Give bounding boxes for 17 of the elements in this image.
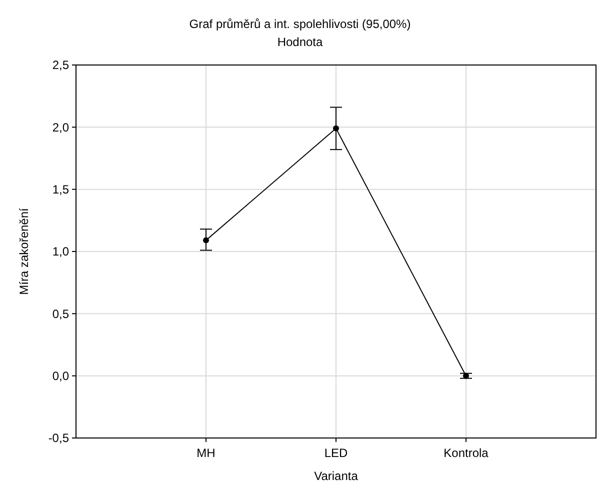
point bbox=[333, 125, 339, 132]
x-axis-title: Varianta bbox=[314, 469, 358, 483]
y-axis-title: Míra zakořenění bbox=[17, 207, 31, 295]
y-tick-label: 0,0 bbox=[52, 369, 70, 384]
y-tick-label: 2,5 bbox=[52, 58, 70, 72]
x-tick-label: Kontrola bbox=[444, 446, 489, 460]
y-tick-label: 2,0 bbox=[52, 120, 70, 134]
point bbox=[463, 372, 469, 379]
chart-subtitle: Hodnota bbox=[277, 35, 324, 49]
chart-title: Graf průměrů a int. spolehlivosti (95,00%) bbox=[189, 17, 411, 31]
y-tick-label: -0,5 bbox=[48, 431, 70, 446]
y-tick-label: 1,0 bbox=[52, 244, 70, 259]
x-tick-label: MH bbox=[196, 446, 216, 460]
point bbox=[203, 237, 209, 244]
y-tick-label: 1,5 bbox=[52, 182, 70, 197]
x-tick-label: LED bbox=[324, 446, 348, 460]
y-tick-label: 0,5 bbox=[52, 306, 70, 321]
